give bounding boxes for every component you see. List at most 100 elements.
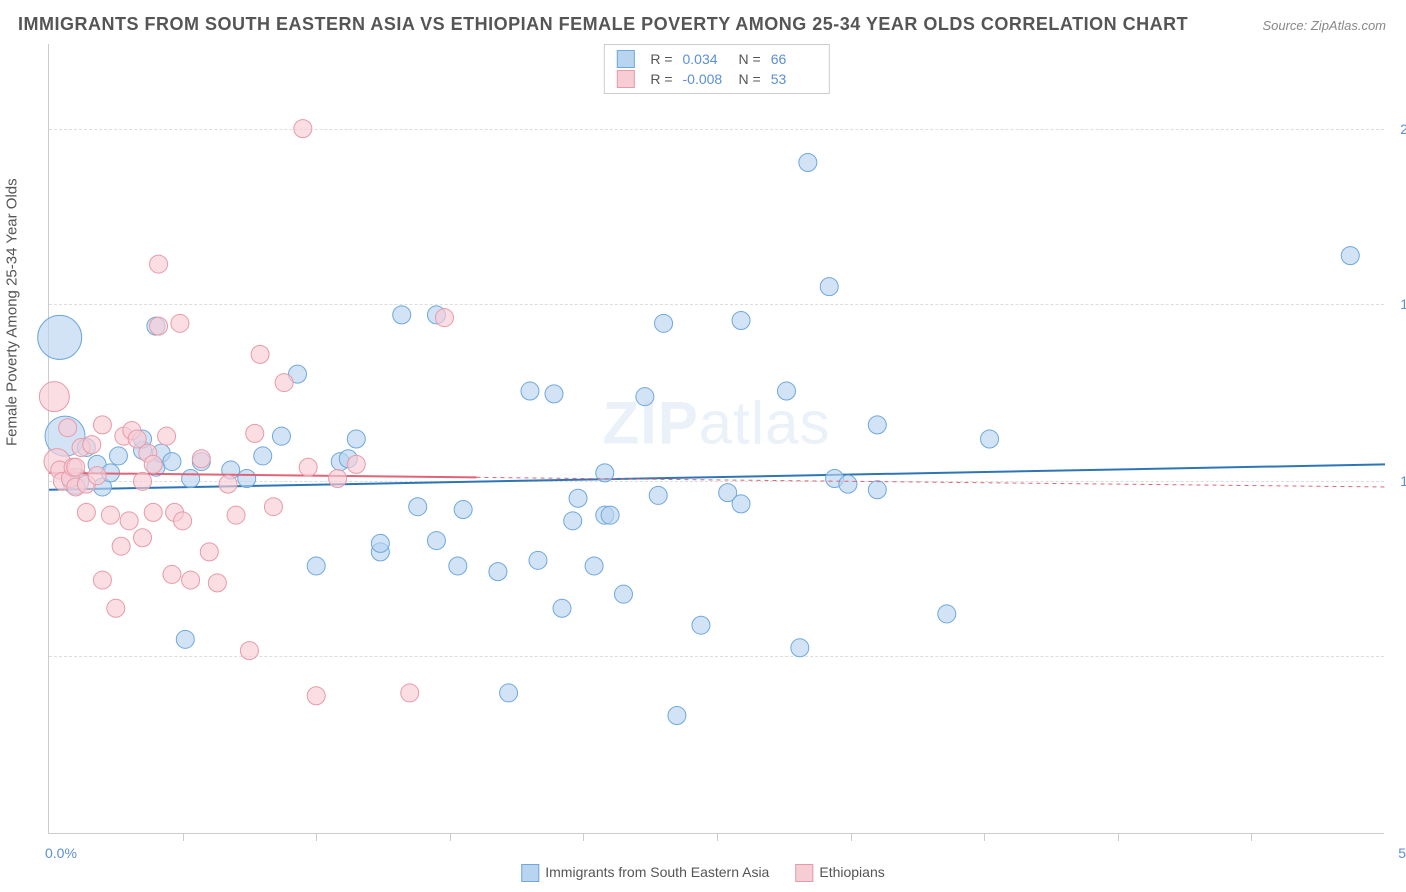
y-tick-label: 25.0%: [1400, 121, 1406, 137]
data-point: [192, 450, 210, 468]
data-point: [529, 551, 547, 569]
legend-item: Ethiopians: [795, 864, 884, 882]
data-point: [254, 447, 272, 465]
data-point: [150, 317, 168, 335]
data-point: [93, 416, 111, 434]
data-point: [240, 642, 258, 660]
data-point: [101, 506, 119, 524]
data-point: [112, 537, 130, 555]
data-point: [449, 557, 467, 575]
data-point: [614, 585, 632, 603]
data-point: [655, 314, 673, 332]
data-point: [39, 382, 69, 412]
legend-item: Immigrants from South Eastern Asia: [521, 864, 769, 882]
data-point: [134, 529, 152, 547]
legend-swatch: [616, 70, 634, 88]
bottom-legend: Immigrants from South Eastern Asia Ethiop…: [521, 864, 884, 882]
data-point: [820, 278, 838, 296]
data-point: [208, 574, 226, 592]
plot-area: 6.3%12.5%18.8%25.0% ZIPatlas R =0.034N =…: [48, 44, 1384, 834]
data-point: [238, 470, 256, 488]
x-tick: [183, 833, 184, 841]
x-axis-max: 50.0%: [1398, 845, 1406, 861]
data-point: [264, 498, 282, 516]
data-point: [347, 430, 365, 448]
data-point: [182, 470, 200, 488]
data-point: [553, 599, 571, 617]
y-tick-label: 18.8%: [1400, 296, 1406, 312]
data-point: [981, 430, 999, 448]
data-point: [521, 382, 539, 400]
x-tick: [1118, 833, 1119, 841]
x-axis-min: 0.0%: [45, 845, 77, 861]
data-point: [839, 475, 857, 493]
legend-stats-box: R =0.034N =66R =-0.008N =53: [603, 44, 829, 94]
x-tick: [450, 833, 451, 841]
x-tick: [583, 833, 584, 841]
data-point: [564, 512, 582, 530]
data-point: [307, 557, 325, 575]
data-point: [692, 616, 710, 634]
data-point: [182, 571, 200, 589]
legend-swatch: [616, 50, 634, 68]
data-point: [732, 312, 750, 330]
data-point: [251, 345, 269, 363]
data-point: [329, 470, 347, 488]
data-point: [371, 534, 389, 552]
y-tick-label: 12.5%: [1400, 473, 1406, 489]
legend-stats-row: R =0.034N =66: [616, 49, 816, 69]
data-point: [200, 543, 218, 561]
data-point: [427, 532, 445, 550]
data-point: [134, 472, 152, 490]
x-tick: [1251, 833, 1252, 841]
data-point: [799, 154, 817, 172]
data-point: [227, 506, 245, 524]
data-point: [144, 503, 162, 521]
data-point: [777, 382, 795, 400]
data-point: [601, 506, 619, 524]
data-point: [83, 436, 101, 454]
data-point: [171, 314, 189, 332]
data-point: [294, 120, 312, 138]
data-point: [868, 481, 886, 499]
data-point: [219, 475, 237, 493]
data-point: [868, 416, 886, 434]
data-point: [93, 571, 111, 589]
data-point: [393, 306, 411, 324]
data-point: [435, 309, 453, 327]
data-point: [454, 501, 472, 519]
data-point: [77, 503, 95, 521]
data-point: [347, 455, 365, 473]
data-point: [120, 512, 138, 530]
data-point: [585, 557, 603, 575]
data-point: [163, 565, 181, 583]
data-point: [636, 388, 654, 406]
data-point: [409, 498, 427, 516]
data-point: [938, 605, 956, 623]
data-point: [174, 512, 192, 530]
data-point: [791, 639, 809, 657]
x-tick: [717, 833, 718, 841]
data-point: [732, 495, 750, 513]
data-point: [545, 385, 563, 403]
legend-stats-row: R =-0.008N =53: [616, 69, 816, 89]
data-point: [489, 563, 507, 581]
data-point: [163, 453, 181, 471]
data-point: [272, 427, 290, 445]
legend-swatch: [521, 864, 539, 882]
data-point: [150, 255, 168, 273]
data-point: [275, 374, 293, 392]
data-point: [668, 707, 686, 725]
legend-swatch: [795, 864, 813, 882]
data-point: [38, 315, 82, 359]
data-point: [144, 455, 162, 473]
data-point: [569, 489, 587, 507]
data-point: [88, 467, 106, 485]
data-point: [158, 427, 176, 445]
data-point: [109, 447, 127, 465]
data-point: [176, 630, 194, 648]
data-point: [246, 424, 264, 442]
chart-title: IMMIGRANTS FROM SOUTH EASTERN ASIA VS ET…: [18, 14, 1188, 35]
data-point: [107, 599, 125, 617]
data-point: [307, 687, 325, 705]
